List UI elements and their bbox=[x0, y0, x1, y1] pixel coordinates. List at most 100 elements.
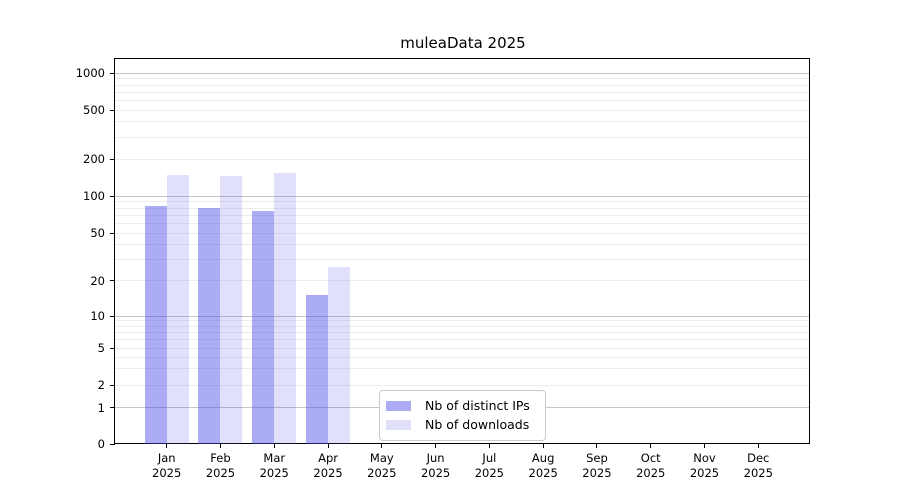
x-tick-mark-jul bbox=[488, 444, 490, 448]
bar-apr-downloads bbox=[328, 267, 351, 444]
x-tick-label-month: Jun bbox=[426, 451, 445, 465]
legend: Nb of distinct IPs Nb of downloads bbox=[379, 390, 546, 441]
y-tick-label-200: 200 bbox=[83, 152, 105, 166]
legend-item-downloads: Nb of downloads bbox=[386, 418, 537, 432]
x-tick-label-month: May bbox=[369, 451, 394, 465]
gridline-y-40 bbox=[115, 244, 809, 246]
y-tick-mark-10 bbox=[110, 315, 115, 317]
x-tick-label-year: 2025 bbox=[367, 466, 397, 480]
gridline-y-7 bbox=[115, 332, 809, 334]
y-tick-mark-500 bbox=[110, 109, 115, 111]
x-tick-label-dec: Dec 2025 bbox=[716, 451, 800, 481]
gridline-y-80 bbox=[115, 207, 809, 209]
y-tick-label-500: 500 bbox=[83, 103, 105, 117]
y-tick-mark-5 bbox=[110, 347, 115, 349]
chart-title: muleaData 2025 bbox=[400, 34, 526, 52]
bar-jan-downloads bbox=[166, 174, 189, 444]
x-tick-mark-jan bbox=[166, 444, 168, 448]
x-tick-label-month: Oct bbox=[640, 451, 661, 465]
x-tick-mark-jun bbox=[435, 444, 437, 448]
x-tick-mark-apr bbox=[327, 444, 329, 448]
y-tick-mark-200 bbox=[110, 158, 115, 160]
bar-apr-distinct-ips bbox=[306, 295, 329, 444]
y-tick-label-1000: 1000 bbox=[75, 66, 105, 81]
x-tick-label-year: 2025 bbox=[474, 466, 505, 480]
legend-swatch-distinct-ips bbox=[386, 401, 411, 411]
gridline-y-1000 bbox=[115, 72, 809, 74]
x-tick-label-year: 2025 bbox=[636, 466, 666, 480]
y-tick-mark-1000 bbox=[110, 72, 115, 74]
x-tick-label-year: 2025 bbox=[313, 466, 343, 480]
y-tick-label-5: 5 bbox=[97, 341, 105, 356]
x-tick-label-jul: Jul 2025 bbox=[447, 451, 531, 481]
x-tick-label-year: 2025 bbox=[528, 466, 558, 480]
y-tick-mark-1 bbox=[110, 407, 115, 409]
x-tick-mark-sep bbox=[596, 444, 598, 448]
x-tick-label-year: 2025 bbox=[152, 466, 182, 480]
y-tick-label-0: 0 bbox=[97, 437, 105, 451]
y-tick-mark-50 bbox=[110, 232, 115, 234]
gridline-y-3 bbox=[115, 368, 809, 370]
gridline-y-20 bbox=[115, 280, 809, 282]
x-tick-mark-dec bbox=[757, 444, 759, 448]
bar-feb-distinct-ips bbox=[198, 208, 221, 444]
legend-swatch-downloads bbox=[386, 420, 411, 430]
gridline-y-70 bbox=[115, 214, 809, 216]
gridline-y-500 bbox=[115, 109, 809, 111]
bar-mar-downloads bbox=[274, 172, 297, 444]
y-tick-mark-0 bbox=[110, 443, 115, 445]
y-tick-mark-20 bbox=[110, 280, 115, 282]
x-tick-label-year: 2025 bbox=[582, 466, 612, 480]
gridline-y-6 bbox=[115, 339, 809, 341]
x-tick-label-month: Mar bbox=[263, 451, 286, 465]
x-tick-label-apr: Apr 2025 bbox=[286, 451, 370, 481]
x-tick-label-sep: Sep 2025 bbox=[555, 451, 639, 481]
y-tick-mark-2 bbox=[110, 384, 115, 386]
legend-item-distinct-ips: Nb of distinct IPs bbox=[386, 399, 537, 413]
x-tick-label-month: Jul bbox=[482, 451, 497, 465]
y-tick-label-50: 50 bbox=[90, 226, 105, 241]
x-tick-label-year: 2025 bbox=[420, 466, 451, 480]
x-tick-label-month: Apr bbox=[318, 451, 338, 465]
x-tick-label-may: May 2025 bbox=[340, 451, 424, 481]
gridline-y-60 bbox=[115, 222, 809, 224]
legend-label-distinct-ips: Nb of distinct IPs bbox=[425, 398, 530, 413]
y-tick-label-1: 1 bbox=[97, 400, 105, 415]
x-tick-label-month: Dec bbox=[747, 451, 770, 465]
x-tick-label-month: Nov bbox=[693, 451, 716, 465]
x-tick-label-year: 2025 bbox=[743, 466, 773, 480]
x-tick-mark-nov bbox=[704, 444, 705, 448]
gridline-y-50 bbox=[115, 232, 809, 234]
gridline-y-400 bbox=[115, 121, 809, 123]
x-tick-label-year: 2025 bbox=[205, 466, 236, 480]
y-tick-label-100: 100 bbox=[83, 189, 105, 203]
gridline-y-600 bbox=[115, 99, 809, 101]
x-tick-label-month: Feb bbox=[210, 451, 231, 465]
gridline-y-5 bbox=[115, 347, 809, 349]
y-tick-mark-100 bbox=[110, 195, 115, 197]
legend-label-downloads: Nb of downloads bbox=[425, 417, 530, 432]
y-tick-label-20: 20 bbox=[90, 273, 105, 288]
gridline-y-10 bbox=[115, 315, 809, 317]
gridline-y-90 bbox=[115, 201, 809, 203]
bar-mar-distinct-ips bbox=[252, 210, 275, 444]
x-tick-label-year: 2025 bbox=[259, 466, 289, 480]
x-tick-label-month: Sep bbox=[586, 451, 608, 465]
gridline-y-900 bbox=[115, 78, 809, 80]
x-tick-label-year: 2025 bbox=[689, 466, 720, 480]
y-tick-label-10: 10 bbox=[90, 309, 105, 323]
gridline-y-2 bbox=[115, 384, 809, 386]
y-tick-label-2: 2 bbox=[97, 378, 105, 392]
gridline-y-8 bbox=[115, 325, 809, 327]
gridline-y-4 bbox=[115, 356, 809, 358]
gridline-y-300 bbox=[115, 136, 809, 138]
x-tick-label-jun: Jun 2025 bbox=[394, 451, 478, 481]
gridline-y-700 bbox=[115, 91, 809, 93]
gridline-y-9 bbox=[115, 320, 809, 322]
x-tick-label-nov: Nov 2025 bbox=[663, 451, 747, 481]
gridline-y-200 bbox=[115, 158, 809, 160]
bar-jan-distinct-ips bbox=[144, 206, 167, 444]
x-tick-label-month: Jan bbox=[157, 451, 176, 465]
bar-feb-downloads bbox=[220, 176, 243, 444]
